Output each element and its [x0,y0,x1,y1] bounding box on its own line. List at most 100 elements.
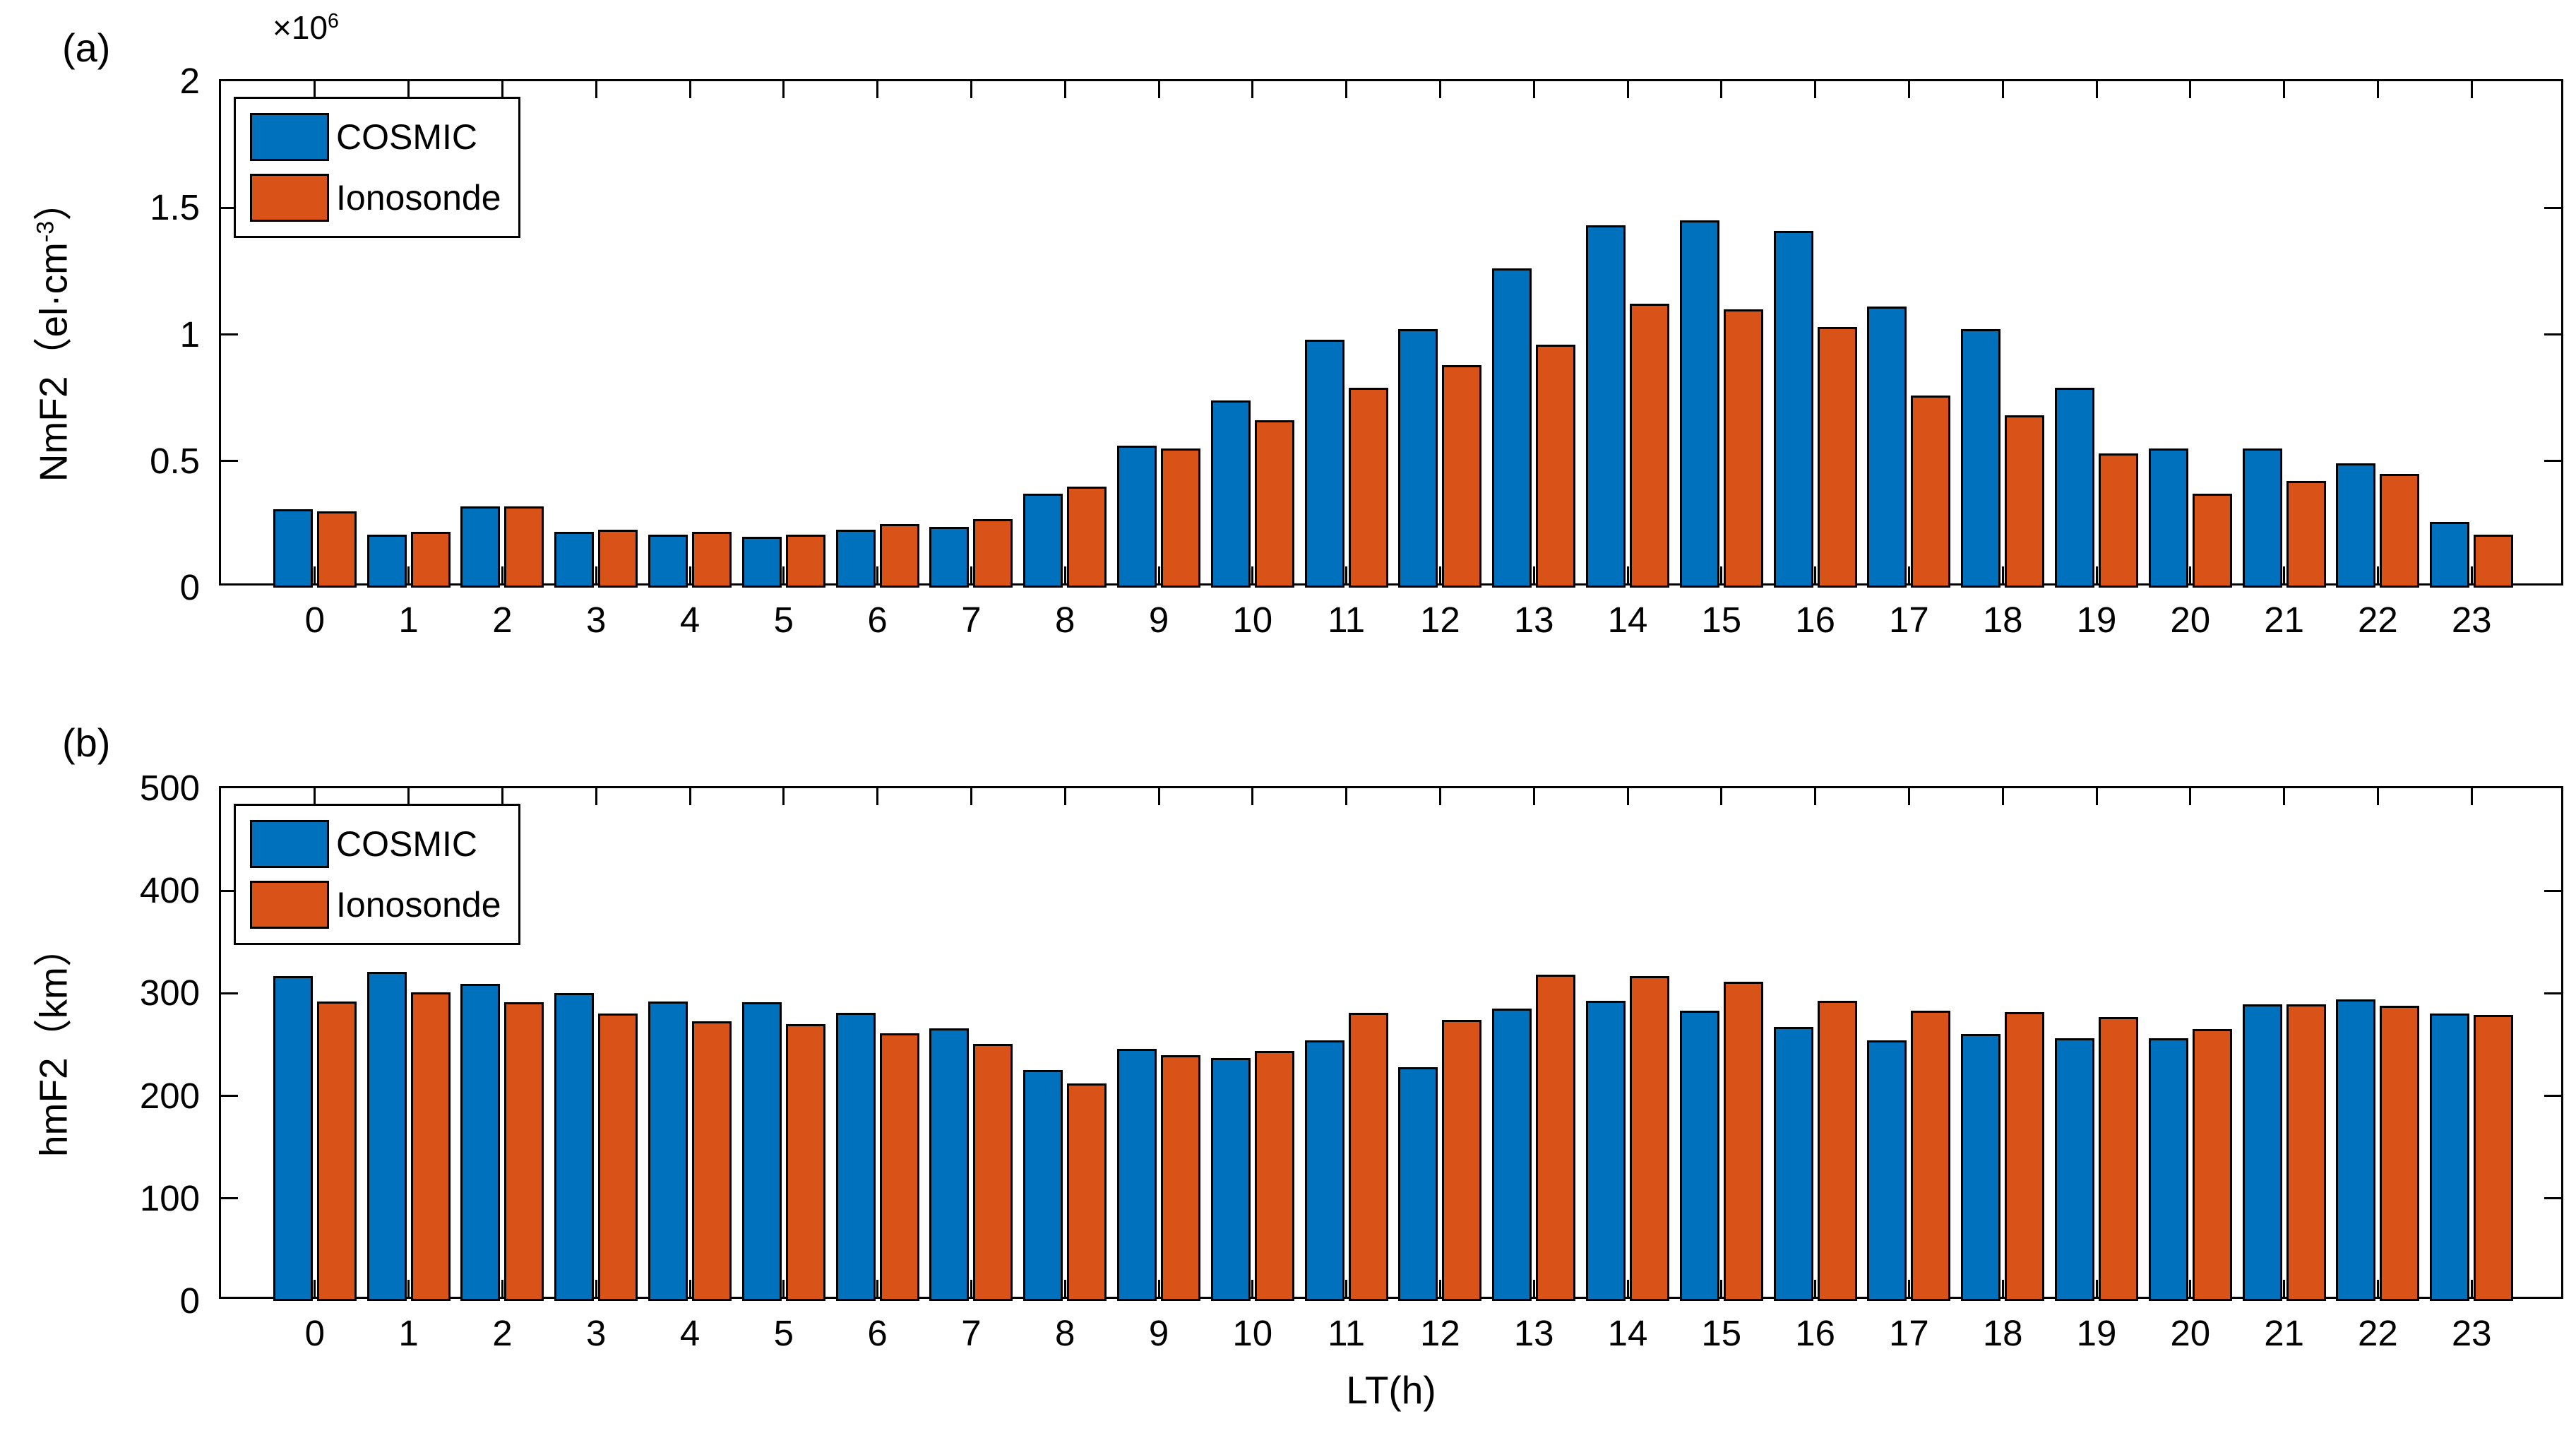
x-tick-label: 14 [1607,600,1648,640]
legend-label-cosmic: COSMIC [336,824,477,864]
y-tick [2544,206,2561,209]
x-tick-bottom [782,566,785,583]
bar-cosmic-h23 [2430,1014,2470,1301]
x-tick-bottom [595,1280,597,1297]
x-tick-label: 13 [1513,1313,1554,1353]
legend-label-cosmic: COSMIC [336,117,477,157]
bar-cosmic-h10 [1210,400,1251,588]
x-tick-top [1157,81,1160,98]
legend-label-ionosonde: Ionosonde [336,884,501,925]
bar-cosmic-h1 [366,971,407,1301]
x-tick-label: 4 [679,1313,700,1353]
x-tick-top [1251,788,1254,805]
x-tick-bottom [407,566,410,583]
x-tick-top [1532,788,1535,805]
x-tick-label: 23 [2451,600,2492,640]
bar-ionosonde-h18 [2005,1011,2045,1301]
bar-cosmic-h3 [554,993,595,1301]
bar-ionosonde-h12 [1442,364,1482,588]
x-tick-top [1345,788,1348,805]
bar-ionosonde-h0 [316,511,357,588]
x-tick-top [1626,81,1629,98]
x-tick-top [407,81,410,98]
y-tick [2544,1095,2561,1098]
bar-ionosonde-h15 [1723,309,1763,588]
x-tick-bottom [2095,566,2098,583]
x-tick-bottom [1157,566,1160,583]
bar-cosmic-h9 [1117,1048,1157,1301]
plot-area-nmf2: COSMIC Ionosonde 0 0.5 1 1.5 2 0 1 2 3 4 5 6 7 8 9 10 11… [150,61,2563,640]
y-tick [221,992,238,994]
bar-cosmic-h7 [929,1028,970,1301]
bar-cosmic-h6 [835,529,876,588]
bar-cosmic-h12 [1398,329,1438,588]
x-axis-label: LT(h) [1346,1368,1436,1412]
x-tick-label: 22 [2358,1313,2398,1353]
x-tick-label: 18 [1982,1313,2023,1353]
y-tick-label: 400 [139,870,200,911]
x-tick-top [1063,81,1066,98]
legend-swatch-ionosonde [250,174,329,222]
bar-cosmic-h20 [2148,1038,2188,1301]
x-tick-bottom [314,566,316,583]
y-axis-label-hmf2: hmF2（km） [31,928,76,1157]
x-tick-label: 15 [1701,1313,1742,1353]
x-tick-bottom [2001,566,2004,583]
x-tick-top [595,788,597,805]
x-tick-top [2189,788,2192,805]
legend-swatch-cosmic [250,820,329,868]
bar-cosmic-h8 [1023,494,1063,588]
x-tick-top [1720,81,1723,98]
bar-ionosonde-h12 [1442,1020,1482,1301]
bar-ionosonde-h22 [2380,1005,2420,1301]
bar-ionosonde-h23 [2474,534,2514,588]
bar-cosmic-h10 [1210,1057,1251,1301]
x-tick-top [876,788,879,805]
x-tick-top [1063,788,1066,805]
bar-cosmic-h21 [2242,448,2282,588]
bar-ionosonde-h2 [504,1002,544,1301]
x-tick-bottom [1157,1280,1160,1297]
bar-cosmic-h9 [1117,446,1157,588]
x-tick-label: 19 [2076,600,2117,640]
x-tick-bottom [2189,1280,2192,1297]
x-tick-label: 13 [1513,600,1554,640]
bar-ionosonde-h17 [1911,1011,1951,1301]
x-tick-bottom [1626,566,1629,583]
x-tick-bottom [1720,1280,1723,1297]
legend-item-cosmic: COSMIC [250,820,501,868]
y-tick-label: 0.5 [150,440,200,481]
y-tick [221,1095,238,1098]
bar-ionosonde-h5 [785,534,825,588]
bar-cosmic-h6 [835,1012,876,1301]
x-tick-label: 16 [1795,1313,1835,1353]
y-tick [2544,889,2561,892]
bar-ionosonde-h21 [2286,1004,2326,1301]
x-tick-label: 12 [1420,600,1460,640]
x-tick-label: 12 [1420,1313,1460,1353]
x-tick-label: 21 [2264,600,2304,640]
legend-item-cosmic: COSMIC [250,113,501,161]
bar-cosmic-h0 [273,975,313,1301]
bar-ionosonde-h8 [1067,1083,1107,1301]
x-tick-label: 1 [398,600,419,640]
x-tick-bottom [1532,566,1535,583]
x-tick-top [688,788,691,805]
x-tick-label: 20 [2170,600,2211,640]
x-tick-top [876,81,879,98]
x-tick-top [501,81,503,98]
bar-ionosonde-h9 [1161,448,1200,588]
legend-swatch-ionosonde [250,881,329,929]
x-tick-top [970,788,972,805]
x-tick-top [1626,788,1629,805]
bar-ionosonde-h3 [598,529,638,588]
x-tick-bottom [1345,566,1348,583]
bar-ionosonde-h3 [598,1014,638,1301]
bar-ionosonde-h4 [692,1021,732,1301]
bar-ionosonde-h20 [2192,494,2232,588]
x-tick-bottom [1251,1280,1254,1297]
x-tick-label: 21 [2264,1313,2304,1353]
y-tick-label: 0 [179,567,200,607]
x-tick-top [314,81,316,98]
y-tick [221,889,238,892]
